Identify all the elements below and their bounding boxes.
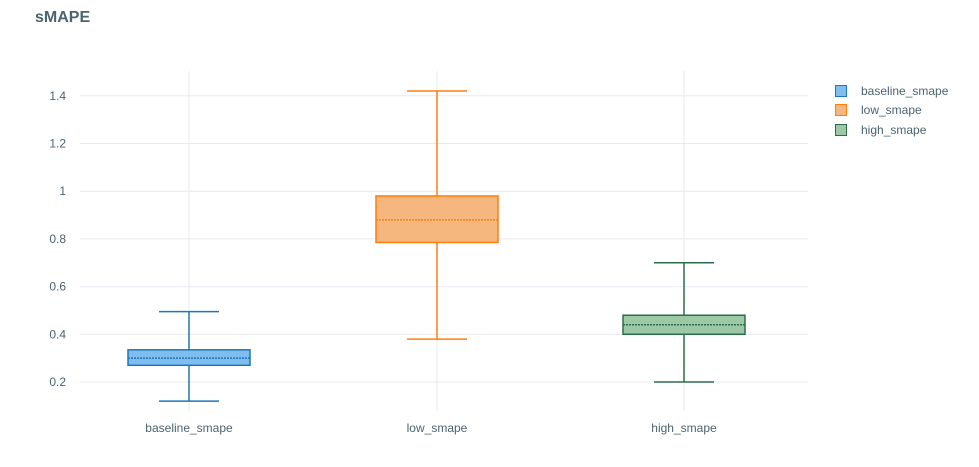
x-tick-label: high_smape [651, 421, 717, 435]
y-tick-label: 0.2 [49, 375, 66, 389]
legend-swatch [835, 84, 847, 97]
y-tick-label: 1.4 [49, 89, 66, 103]
boxes [127, 90, 746, 402]
y-axis-ticks: 0.2 0.4 0.6 0.8 1 1.2 1.4 [49, 89, 66, 389]
chart-title: sMAPE [35, 9, 91, 26]
y-tick-label: 0.4 [49, 327, 66, 341]
y-tick-label: 0.6 [49, 280, 66, 294]
legend-label: high_smape [861, 122, 927, 137]
box-high_smape [622, 262, 746, 383]
y-tick-label: 0.8 [49, 232, 66, 246]
x-tick-label: baseline_smape [145, 421, 233, 435]
legend-item-low_smape[interactable]: low_smape [835, 101, 948, 121]
x-axis-ticks: baseline_smape low_smape high_smape [145, 421, 717, 435]
legend-label: baseline_smape [861, 83, 949, 98]
legend-swatch [835, 104, 847, 117]
legend-item-baseline_smape[interactable]: baseline_smape [835, 81, 948, 101]
legend-label: low_smape [861, 103, 922, 118]
box-low_smape [375, 90, 499, 340]
legend: baseline_smape low_smape high_smape [835, 81, 948, 140]
y-tick-label: 1.2 [49, 137, 66, 151]
legend-swatch [835, 123, 847, 136]
y-tick-label: 1 [59, 184, 66, 198]
box-baseline_smape [127, 310, 251, 402]
x-tick-label: low_smape [407, 421, 468, 435]
legend-item-high_smape[interactable]: high_smape [835, 120, 948, 140]
